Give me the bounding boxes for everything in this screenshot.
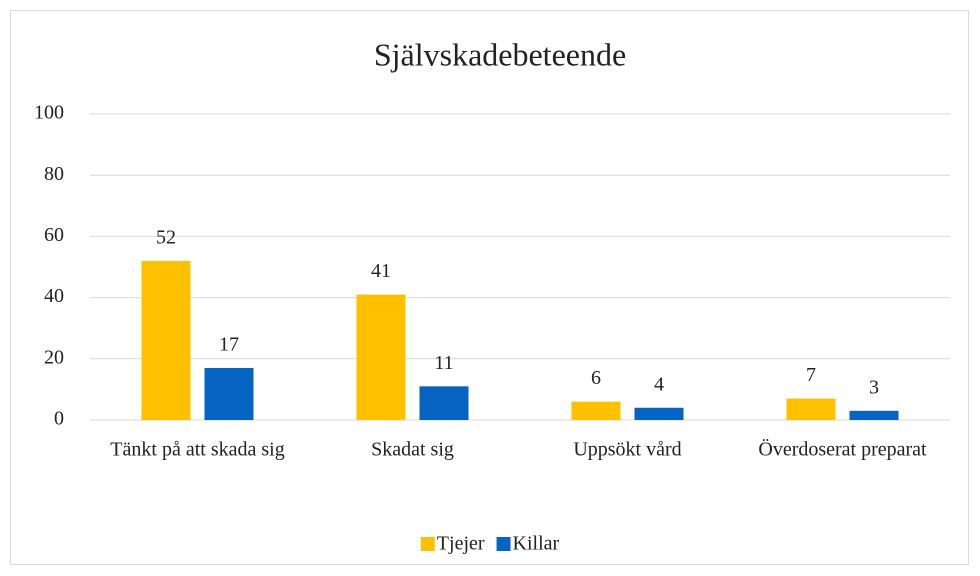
value-label: 6: [591, 367, 601, 389]
x-tick-label: Tänkt på att skada sig: [110, 439, 284, 461]
y-tick-label: 80: [44, 163, 64, 185]
bar: [141, 260, 191, 420]
legend-label: Killar: [513, 533, 560, 555]
value-label: 3: [869, 376, 879, 398]
legend-label: Tjejer: [437, 533, 485, 555]
bar: [204, 367, 254, 420]
y-tick-label: 40: [44, 285, 64, 307]
chart-title: Självskadebeteende: [374, 36, 626, 72]
legend-swatch: [420, 537, 435, 551]
bar: [419, 386, 469, 420]
bar: [356, 294, 406, 420]
legend-swatch: [496, 537, 511, 551]
bar: [571, 401, 621, 420]
value-label: 52: [156, 226, 176, 248]
y-tick-label: 100: [34, 102, 64, 124]
y-tick-label: 0: [54, 408, 64, 430]
legend: Tjejer Killar: [420, 533, 560, 555]
value-label: 11: [434, 352, 453, 374]
value-label: 41: [371, 260, 391, 282]
bar: [849, 410, 899, 420]
y-tick-label: 20: [44, 346, 64, 368]
x-tick-label: Uppsökt vård: [573, 439, 681, 461]
x-tick-label: Skadat sig: [371, 439, 454, 461]
y-tick-label: 60: [44, 224, 64, 246]
value-label: 7: [806, 364, 816, 386]
bar: [786, 398, 836, 420]
value-label: 4: [654, 373, 664, 395]
x-tick-label: Överdoserat preparat: [758, 438, 927, 461]
bar: [634, 407, 684, 420]
value-label: 17: [219, 334, 239, 356]
